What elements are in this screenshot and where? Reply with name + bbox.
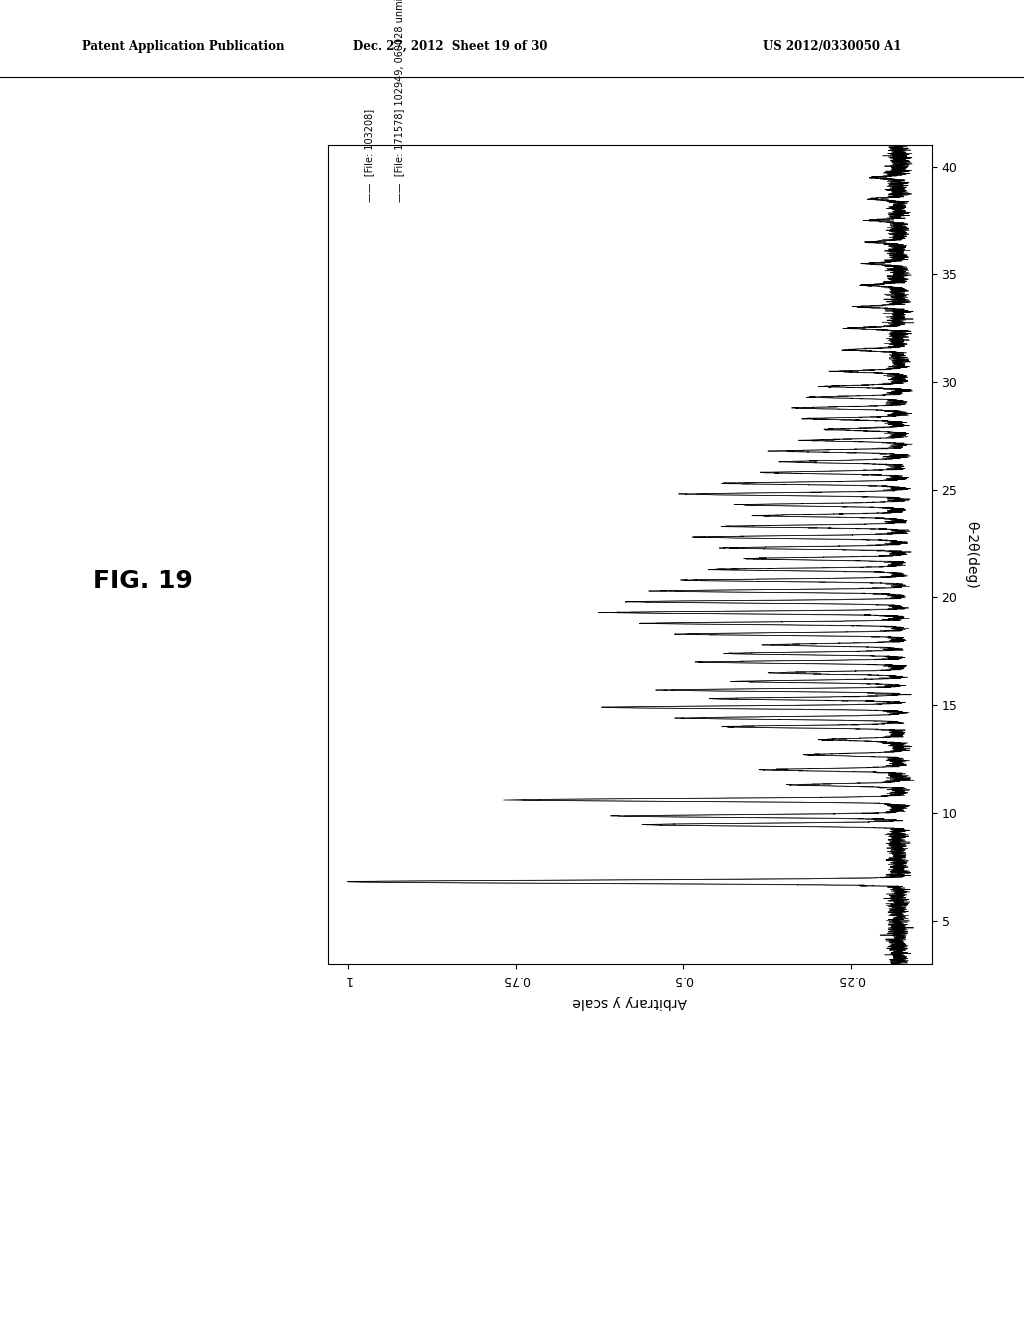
Text: ——  [File: 103208]: —— [File: 103208]	[364, 110, 374, 202]
Text: FIG. 19: FIG. 19	[93, 569, 194, 593]
Text: Dec. 27, 2012  Sheet 19 of 30: Dec. 27, 2012 Sheet 19 of 30	[353, 40, 548, 53]
Y-axis label: θ-2θ(deg): θ-2θ(deg)	[965, 520, 978, 589]
Text: Patent Application Publication: Patent Application Publication	[82, 40, 285, 53]
X-axis label: Arbitrary y scale: Arbitrary y scale	[572, 995, 687, 1008]
Text: US 2012/0330050 A1: US 2012/0330050 A1	[763, 40, 901, 53]
Text: ——  [File: 171578] 102949, 060028 unmicronized, RTA-402: —— [File: 171578] 102949, 060028 unmicro…	[394, 0, 404, 202]
